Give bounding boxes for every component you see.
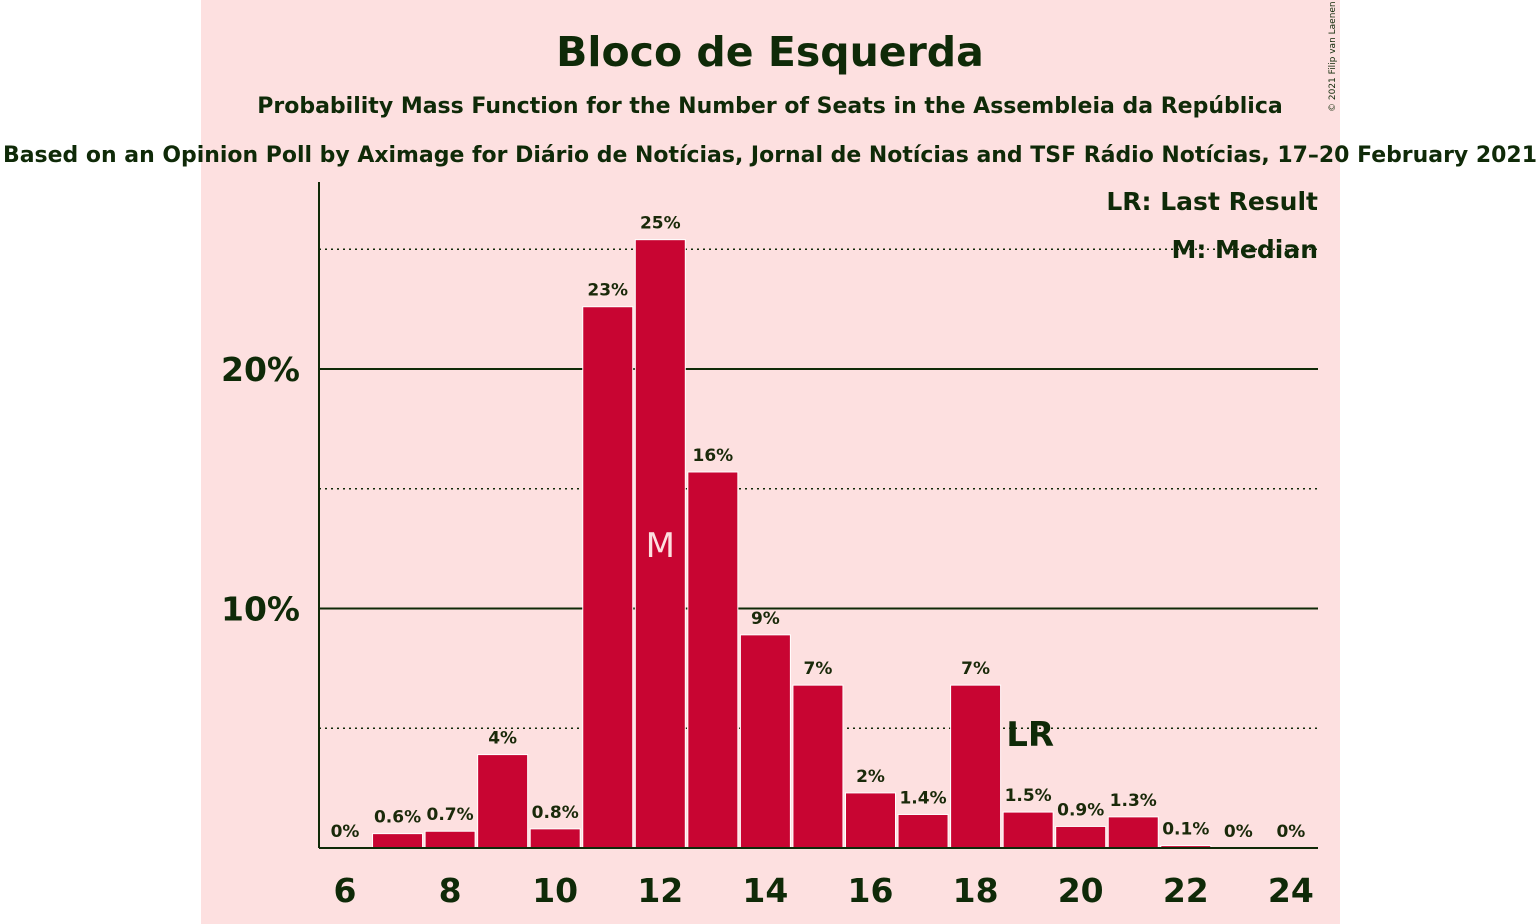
value-label-17: 1.4% [899, 788, 946, 808]
x-tick-label-16: 16 [848, 871, 894, 910]
bar-16 [845, 792, 896, 849]
value-label-20: 0.9% [1057, 800, 1104, 820]
x-tick-label-12: 12 [637, 871, 683, 910]
bar-12 [634, 239, 686, 849]
bar-14 [739, 634, 791, 849]
bar-19 [1002, 811, 1054, 849]
value-label-10: 0.8% [532, 803, 579, 823]
y-tick-labels: 10% 20% [221, 350, 300, 629]
x-tick-labels: 6 8 10 12 14 16 18 20 22 24 [334, 871, 1314, 910]
x-tick-label-18: 18 [953, 871, 999, 910]
value-label-16: 2% [856, 767, 885, 787]
median-marker: M [646, 526, 675, 566]
value-label-11: 23% [587, 281, 628, 301]
value-label-14: 9% [751, 609, 780, 629]
y-tick-label-10: 10% [221, 590, 300, 629]
x-tick-label-24: 24 [1268, 871, 1314, 910]
legend-median: M: Median [1171, 235, 1318, 264]
bar-8 [424, 830, 476, 849]
markers: M LR [646, 526, 1054, 755]
value-labels: 0% 0.6% 0.7% 4% 0.8% 23% 25% 16% 9% 7% 2% 1.4% 7% 1.5… [331, 214, 1306, 842]
value-label-7: 0.6% [374, 808, 421, 828]
x-tick-label-20: 20 [1058, 871, 1104, 910]
x-tick-label-22: 22 [1163, 871, 1209, 910]
bar-10 [529, 828, 581, 849]
bar-11 [582, 306, 634, 849]
value-label-19: 1.5% [1005, 786, 1052, 806]
copyright-notice: © 2021 Filip van Laenen [1328, 1, 1338, 112]
value-label-15: 7% [804, 659, 833, 679]
bar-20 [1055, 825, 1107, 849]
x-tick-label-6: 6 [334, 871, 357, 910]
bar-7 [372, 833, 424, 849]
value-label-21: 1.3% [1110, 791, 1157, 811]
value-label-12: 25% [640, 214, 681, 234]
chart-title: Bloco de Esquerda [556, 28, 984, 76]
bar-15 [792, 684, 844, 849]
bar-9 [477, 754, 529, 849]
value-label-24: 0% [1276, 822, 1305, 842]
value-label-8: 0.7% [427, 805, 474, 825]
last-result-marker: LR [1006, 715, 1054, 755]
x-tick-label-14: 14 [742, 871, 788, 910]
chart-subtitle-source: Based on an Opinion Poll by Aximage for … [3, 143, 1537, 168]
x-tick-label-10: 10 [532, 871, 578, 910]
value-label-18: 7% [961, 659, 990, 679]
x-tick-label-8: 8 [439, 871, 462, 910]
bar-13 [687, 471, 739, 849]
value-label-13: 16% [692, 446, 733, 466]
axes [318, 182, 1318, 849]
value-label-22: 0.1% [1162, 820, 1209, 840]
legend-last-result: LR: Last Result [1106, 187, 1318, 216]
value-label-9: 4% [488, 729, 517, 749]
bar-18 [950, 684, 1002, 849]
y-tick-label-20: 20% [221, 350, 300, 389]
bar-17 [897, 813, 949, 849]
bars [372, 239, 1212, 849]
value-label-23: 0% [1224, 822, 1253, 842]
bar-21 [1107, 816, 1159, 849]
value-label-6: 0% [331, 822, 360, 842]
chart-subtitle: Probability Mass Function for the Number… [257, 94, 1282, 119]
